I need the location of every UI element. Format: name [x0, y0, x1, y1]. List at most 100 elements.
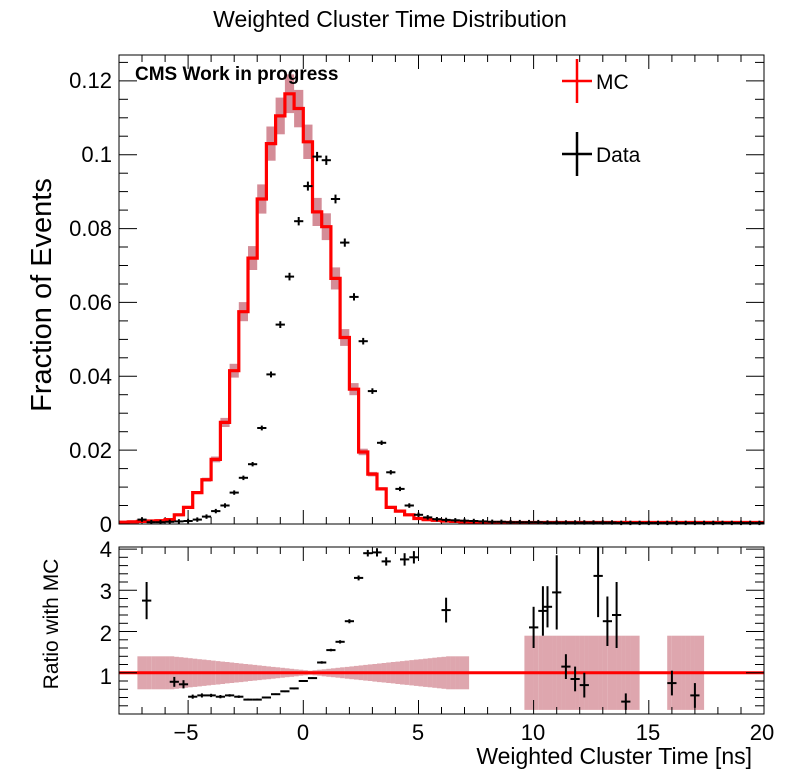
ratio-point — [441, 597, 451, 623]
data-point — [340, 238, 350, 247]
top-plot-frame — [118, 54, 765, 525]
ratio-point — [667, 670, 677, 696]
data-point — [312, 151, 322, 162]
data-point — [220, 503, 230, 508]
ratio-point — [602, 596, 612, 646]
data-point — [367, 388, 377, 394]
bottom-y-tick-label: 2 — [100, 621, 112, 646]
ratio-point — [252, 698, 262, 701]
ratio-point — [335, 640, 345, 644]
top-y-tick-labels: 0 0.02 0.04 0.06 0.08 0.1 0.12 — [69, 68, 112, 537]
ratio-points — [142, 547, 700, 710]
mc-histogram — [119, 92, 764, 525]
x-tick-label: 15 — [636, 720, 660, 745]
data-point — [450, 518, 460, 523]
ratio-point — [593, 547, 603, 618]
ratio-point — [372, 548, 382, 557]
ratio-point — [188, 694, 198, 699]
bottom-y-tick-labels: 1 2 3 4 — [100, 537, 112, 689]
data-point — [413, 512, 424, 517]
bottom-y-axis-label: Ratio with MC — [40, 559, 63, 690]
ratio-point — [542, 586, 553, 628]
data-point — [284, 272, 295, 281]
top-y-tick-label: 0.04 — [69, 364, 112, 389]
data-point — [238, 475, 248, 481]
ratio-point — [400, 553, 410, 566]
ratio-point — [307, 677, 318, 680]
bottom-y-tick-label: 4 — [100, 537, 112, 562]
data-point — [330, 194, 341, 204]
cms-annotation: CMS Work in progress — [135, 64, 338, 85]
bottom-axis-ticks — [118, 547, 765, 714]
ratio-point — [280, 690, 290, 693]
ratio-point — [215, 695, 225, 699]
ratio-point — [363, 549, 373, 557]
ratio-point — [197, 693, 207, 698]
ratio-point — [326, 648, 336, 652]
x-tick-label: 0 — [297, 720, 309, 745]
data-point — [174, 519, 184, 524]
ratio-point — [206, 693, 216, 698]
ratio-point — [178, 680, 189, 689]
x-tick-label: 10 — [521, 720, 545, 745]
ratio-point — [298, 680, 308, 682]
legend: MC Data — [562, 59, 641, 176]
top-panel: 0 0.02 0.04 0.06 0.08 0.1 0.12 Fraction … — [26, 54, 765, 537]
data-point — [137, 517, 147, 522]
top-y-tick-label: 0.12 — [69, 68, 112, 93]
x-axis-label: Weighted Cluster Time [ns] — [476, 743, 752, 769]
data-point — [358, 337, 368, 345]
data-point — [423, 515, 433, 520]
top-y-tick-label: 0 — [100, 512, 112, 537]
ratio-point — [344, 619, 354, 624]
data-point — [395, 486, 405, 492]
ratio-point — [225, 694, 235, 697]
data-point — [275, 321, 285, 328]
data-point — [432, 517, 442, 522]
top-y-tick-label: 0.1 — [81, 142, 112, 167]
data-point — [469, 518, 479, 524]
ratio-point — [621, 693, 631, 710]
ratio-point — [243, 698, 253, 701]
ratio-point — [690, 683, 700, 708]
chart-title: Weighted Cluster Time Distribution — [213, 6, 567, 32]
ratio-panel: 1 2 3 4 Ratio with MC −5 0 5 10 15 20 We… — [40, 537, 774, 769]
data-point — [386, 470, 396, 475]
ratio-point — [570, 666, 580, 692]
ratio-point — [381, 557, 391, 566]
data-point — [201, 514, 212, 519]
legend-data-label: Data — [596, 144, 641, 167]
data-point — [478, 519, 488, 524]
ratio-point — [354, 575, 364, 581]
bottom-y-tick-label: 3 — [100, 579, 112, 604]
top-y-axis-label: Fraction of Events — [26, 178, 58, 412]
data-point — [211, 508, 221, 514]
data-point — [294, 217, 304, 226]
x-tick-labels: −5 0 5 10 15 20 — [173, 720, 774, 745]
ratio-point — [529, 606, 539, 648]
ratio-point — [234, 695, 244, 698]
data-point — [459, 518, 470, 523]
data-point — [229, 490, 239, 495]
data-point — [192, 517, 202, 522]
ratio-point — [409, 551, 419, 564]
top-y-tick-label: 0.06 — [69, 290, 112, 315]
bottom-plot-frame — [118, 546, 765, 715]
ratio-point — [261, 696, 271, 699]
data-point — [165, 519, 175, 524]
ratio-point — [561, 654, 571, 679]
bottom-y-tick-label: 1 — [100, 664, 112, 689]
ratio-point — [579, 672, 589, 698]
data-point — [441, 517, 451, 523]
data-point — [321, 155, 331, 165]
data-point — [404, 503, 414, 508]
ratio-point — [169, 676, 179, 687]
data-point — [496, 519, 506, 524]
top-y-tick-label: 0.08 — [69, 216, 112, 241]
x-tick-label: −5 — [173, 720, 198, 745]
ratio-point — [271, 693, 281, 696]
top-y-tick-label: 0.02 — [69, 438, 112, 463]
ratio-point — [142, 582, 152, 620]
